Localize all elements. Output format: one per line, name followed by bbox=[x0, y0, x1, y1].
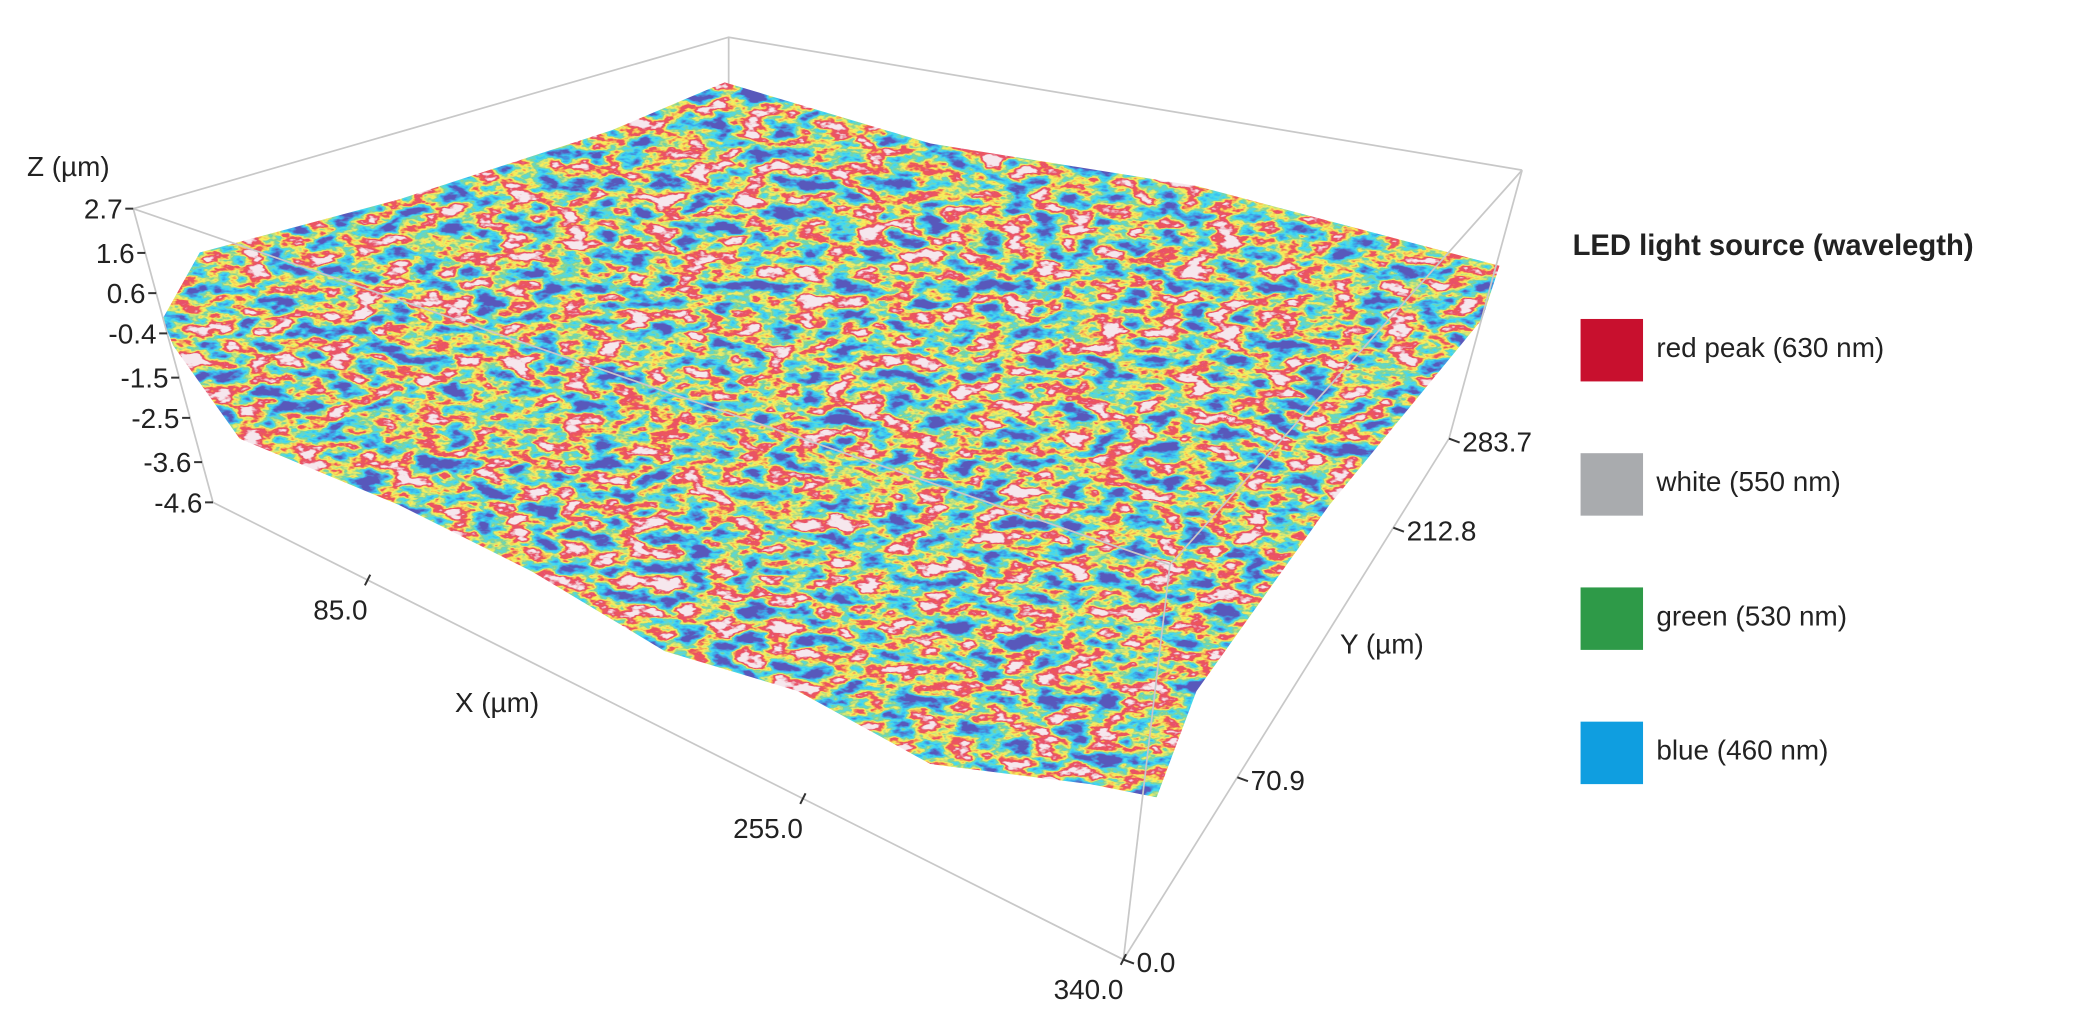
y-axis bbox=[1122, 438, 1450, 961]
y-tick-label: 283.7 bbox=[1462, 426, 1532, 457]
y-tick bbox=[1448, 437, 1460, 444]
box-edge bbox=[1122, 564, 1171, 960]
z-axis bbox=[132, 208, 214, 503]
x-tick-label: 255.0 bbox=[733, 813, 803, 844]
x-tick bbox=[364, 574, 372, 586]
surface-texture bbox=[162, 82, 1500, 798]
y-tick-label: 212.8 bbox=[1407, 515, 1477, 546]
x-tick bbox=[799, 792, 807, 805]
legend-title: LED light source (wavelegth) bbox=[1573, 230, 1974, 262]
z-tick-label: -3.6 bbox=[143, 447, 191, 478]
legend-swatch bbox=[1580, 721, 1644, 785]
box-edge bbox=[132, 169, 1523, 566]
z-tick-label: 1.6 bbox=[96, 238, 135, 269]
legend-swatch bbox=[1580, 318, 1644, 382]
y-tick-label: 70.9 bbox=[1251, 765, 1305, 796]
legend-swatch bbox=[1580, 453, 1644, 516]
legend-label: red peak (630 nm) bbox=[1656, 332, 1884, 363]
legend-label: white (550 nm) bbox=[1655, 466, 1840, 497]
z-tick-label: -0.4 bbox=[108, 318, 156, 349]
legend-label: green (530 nm) bbox=[1656, 600, 1847, 631]
z-tick-label: 0.6 bbox=[107, 278, 146, 309]
y-tick bbox=[1236, 776, 1249, 783]
y-tick bbox=[1123, 958, 1135, 965]
x-axis bbox=[212, 501, 1124, 961]
x-tick-label: 340.0 bbox=[1054, 974, 1124, 1005]
legend: LED light source (wavelegth) red peak (6… bbox=[1573, 230, 1974, 785]
surface bbox=[162, 82, 1500, 798]
x-tick-label: 85.0 bbox=[313, 594, 367, 625]
z-axis-label: Z (µm) bbox=[27, 151, 110, 182]
box-edge bbox=[1448, 169, 1523, 439]
legend-swatch bbox=[1580, 587, 1644, 650]
z-tick-label: -4.6 bbox=[154, 487, 202, 518]
x-axis-label: X (µm) bbox=[455, 687, 539, 718]
y-axis-label: Y (µm) bbox=[1340, 628, 1424, 659]
box-front bbox=[132, 169, 1523, 961]
y-tick-label: 0.0 bbox=[1137, 947, 1176, 978]
z-tick-label: -2.5 bbox=[131, 403, 179, 434]
y-tick bbox=[1392, 526, 1405, 533]
z-tick-label: 2.7 bbox=[84, 194, 123, 225]
legend-label: blue (460 nm) bbox=[1656, 735, 1828, 766]
z-tick-label: -1.5 bbox=[120, 363, 168, 394]
